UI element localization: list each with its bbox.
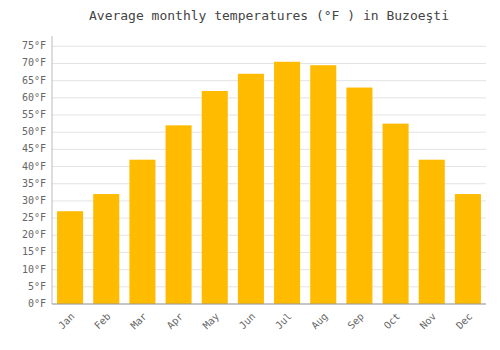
y-axis-line (52, 36, 53, 304)
grid-line (52, 132, 486, 133)
y-tick-label: 5°F (28, 281, 46, 292)
y-tick-label: 0°F (28, 298, 46, 309)
grid (52, 46, 486, 304)
bar (419, 160, 445, 304)
bar (129, 160, 155, 304)
bar (310, 65, 336, 304)
grid-line (52, 97, 486, 98)
x-tick-label: Jul (273, 311, 294, 332)
x-tick-label: Aug (309, 311, 330, 332)
bar (166, 125, 192, 304)
y-tick-label: 25°F (22, 212, 46, 223)
grid-line (52, 80, 486, 81)
x-tick-label: Nov (418, 311, 439, 332)
bar (346, 88, 372, 304)
grid-line (52, 149, 486, 150)
bar (455, 194, 481, 304)
y-tick-label: 30°F (22, 195, 46, 206)
chart-container: 0°F 5°F 10°F 15°F 20°F 25°F 30°F 35°F 40°F 45°F 50… (0, 0, 500, 350)
chart-svg: 0°F 5°F 10°F 15°F 20°F 25°F 30°F 35°F 40°F 45°F 50… (0, 0, 500, 350)
bar (93, 194, 119, 304)
y-tick-label: 20°F (22, 229, 46, 240)
x-tick-label: Apr (165, 311, 186, 332)
y-tick-label: 50°F (22, 126, 46, 137)
x-axis: Jan Feb Mar Apr May Jun Jul Aug Sep Oct Nov Dec (56, 311, 474, 332)
y-tick-label: 70°F (22, 57, 46, 68)
grid-line (52, 115, 486, 116)
y-tick-label: 40°F (22, 161, 46, 172)
x-tick-label: Jan (56, 311, 77, 332)
x-tick-label: Feb (92, 311, 113, 332)
y-tick-label: 45°F (22, 143, 46, 154)
grid-line (52, 304, 486, 305)
x-tick-label: Jun (237, 311, 258, 332)
x-tick-label: Oct (382, 311, 403, 332)
x-tick-label: Sep (345, 311, 366, 332)
y-tick-label: 75°F (22, 40, 46, 51)
bar (57, 211, 83, 304)
bar (274, 62, 300, 304)
y-tick-label: 55°F (22, 109, 46, 120)
x-tick-label: Mar (128, 311, 149, 332)
bar (383, 124, 409, 304)
bar (202, 91, 228, 304)
y-tick-label: 35°F (22, 178, 46, 189)
x-tick-label: May (201, 311, 222, 332)
y-axis: 0°F 5°F 10°F 15°F 20°F 25°F 30°F 35°F 40°F 45°F 50… (22, 40, 46, 309)
y-tick-label: 10°F (22, 264, 46, 275)
x-tick-label: Dec (454, 311, 475, 332)
y-tick-label: 15°F (22, 246, 46, 257)
x-axis-line (52, 304, 486, 305)
y-tick-label: 60°F (22, 92, 46, 103)
bars (57, 62, 481, 304)
title: Average monthly temperatures (°F ) in Bu… (89, 8, 449, 23)
bar (238, 74, 264, 304)
grid-line (52, 46, 486, 47)
y-tick-label: 65°F (22, 75, 46, 86)
grid-line (52, 63, 486, 64)
